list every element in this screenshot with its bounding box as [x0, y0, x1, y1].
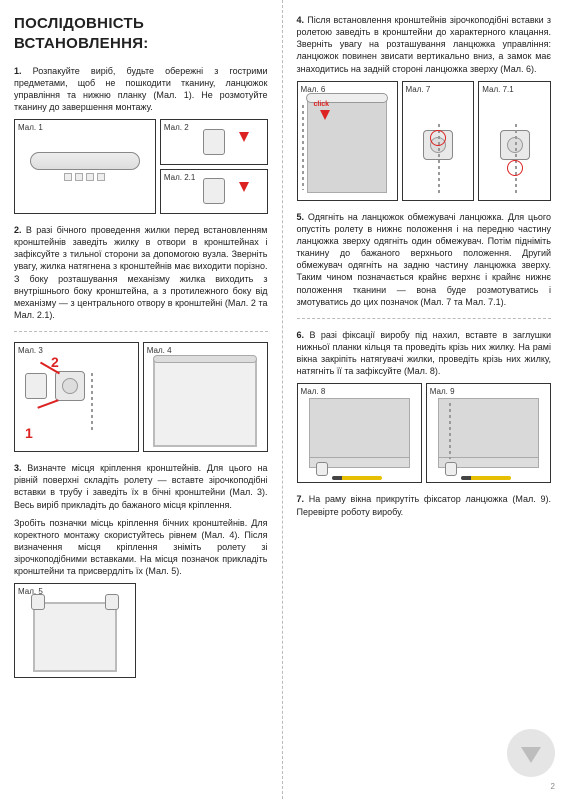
figure-2-label: Мал. 2: [164, 123, 189, 134]
figrow-1-2: Мал. 1 Мал. 2: [14, 119, 268, 214]
step-5-num: 5.: [297, 212, 305, 222]
page: ПОСЛІДОВНІСТЬ ВСТАНОВЛЕННЯ: 1. Розпакуйт…: [0, 0, 565, 799]
figure-9: Мал. 9: [426, 383, 551, 483]
step-2-text: В разі бічного проведення жилки перед вс…: [14, 225, 268, 320]
step-4-text: Після встановлення кронштейнів зірочкопо…: [297, 15, 552, 74]
figure-6: Мал. 6 click: [297, 81, 398, 201]
title: ПОСЛІДОВНІСТЬ ВСТАНОВЛЕННЯ:: [14, 14, 268, 55]
figure-4-content: [144, 343, 267, 451]
step-7-text: На раму вікна прикрутіть фіксатор ланцюж…: [297, 494, 552, 516]
figure-7: Мал. 7: [402, 81, 475, 201]
figure-1: Мал. 1: [14, 119, 156, 214]
figure-5: Мал. 5: [14, 583, 136, 678]
figrow-3-4: Мал. 3 1 2 Мал. 4: [14, 342, 268, 452]
figure-8: Мал. 8: [297, 383, 422, 483]
figure-1-content: [15, 120, 155, 213]
divider-right: [297, 318, 552, 319]
figure-3: Мал. 3 1 2: [14, 342, 139, 452]
figure-2-group: Мал. 2 Мал. 2.1: [160, 119, 268, 214]
right-column: 4. Після встановлення кронштейнів зірочк…: [283, 0, 565, 799]
left-column: ПОСЛІДОВНІСТЬ ВСТАНОВЛЕННЯ: 1. Розпакуйт…: [0, 0, 283, 799]
figrow-5: Мал. 5: [14, 583, 268, 678]
step-1-text: Розпакуйте виріб, будьте обережні з гост…: [14, 66, 268, 112]
figrow-6-7: Мал. 6 click Мал. 7: [297, 81, 552, 201]
step-3-text: Визначте місця кріплення кронштейнів. Дл…: [14, 463, 268, 509]
figure-4: Мал. 4: [143, 342, 268, 452]
step-3: 3. Визначте місця кріплення кронштейнів.…: [14, 462, 268, 511]
figure-7-1-content: [479, 82, 550, 200]
divider-left: [14, 331, 268, 332]
figure-2-1-label: Мал. 2.1: [164, 173, 195, 184]
figure-7-1: Мал. 7.1: [478, 81, 551, 201]
figure-3-content: 1 2: [15, 343, 138, 451]
step-5-text: Одягніть на ланцюжок обмежувачі ланцюжка…: [297, 212, 552, 307]
step-1: 1. Розпакуйте виріб, будьте обережні з г…: [14, 65, 268, 114]
step-2-num: 2.: [14, 225, 22, 235]
figure-8-content: [298, 384, 421, 482]
step-2: 2. В разі бічного проведення жилки перед…: [14, 224, 268, 321]
red-num-1: 1: [25, 424, 33, 443]
step-6: 6. В разі фіксації виробу під нахил, вст…: [297, 329, 552, 378]
step-4: 4. Після встановлення кронштейнів зірочк…: [297, 14, 552, 75]
step-7: 7. На раму вікна прикрутіть фіксатор лан…: [297, 493, 552, 517]
step-1-num: 1.: [14, 66, 22, 76]
page-number: 2: [551, 782, 555, 793]
figure-2-1: Мал. 2.1: [160, 169, 268, 215]
step-7-num: 7.: [297, 494, 305, 504]
step-3-num: 3.: [14, 463, 22, 473]
figure-9-content: [427, 384, 550, 482]
click-text: click: [314, 100, 330, 109]
figure-5-content: [15, 584, 135, 677]
figure-1-label: Мал. 1: [18, 123, 43, 134]
step-5: 5. Одягніть на ланцюжок обмежувачі ланцю…: [297, 211, 552, 308]
watermark-icon: [507, 729, 555, 777]
figure-2: Мал. 2: [160, 119, 268, 165]
step-4-num: 4.: [297, 15, 305, 25]
figrow-8-9: Мал. 8 Мал. 9: [297, 383, 552, 483]
step-6-num: 6.: [297, 330, 305, 340]
step-3b: Зробіть позначки місць кріплення бічних …: [14, 517, 268, 578]
figure-6-content: click: [298, 82, 397, 200]
step-6-text: В разі фіксації виробу під нахил, вставт…: [297, 330, 552, 376]
figure-7-content: [403, 82, 474, 200]
